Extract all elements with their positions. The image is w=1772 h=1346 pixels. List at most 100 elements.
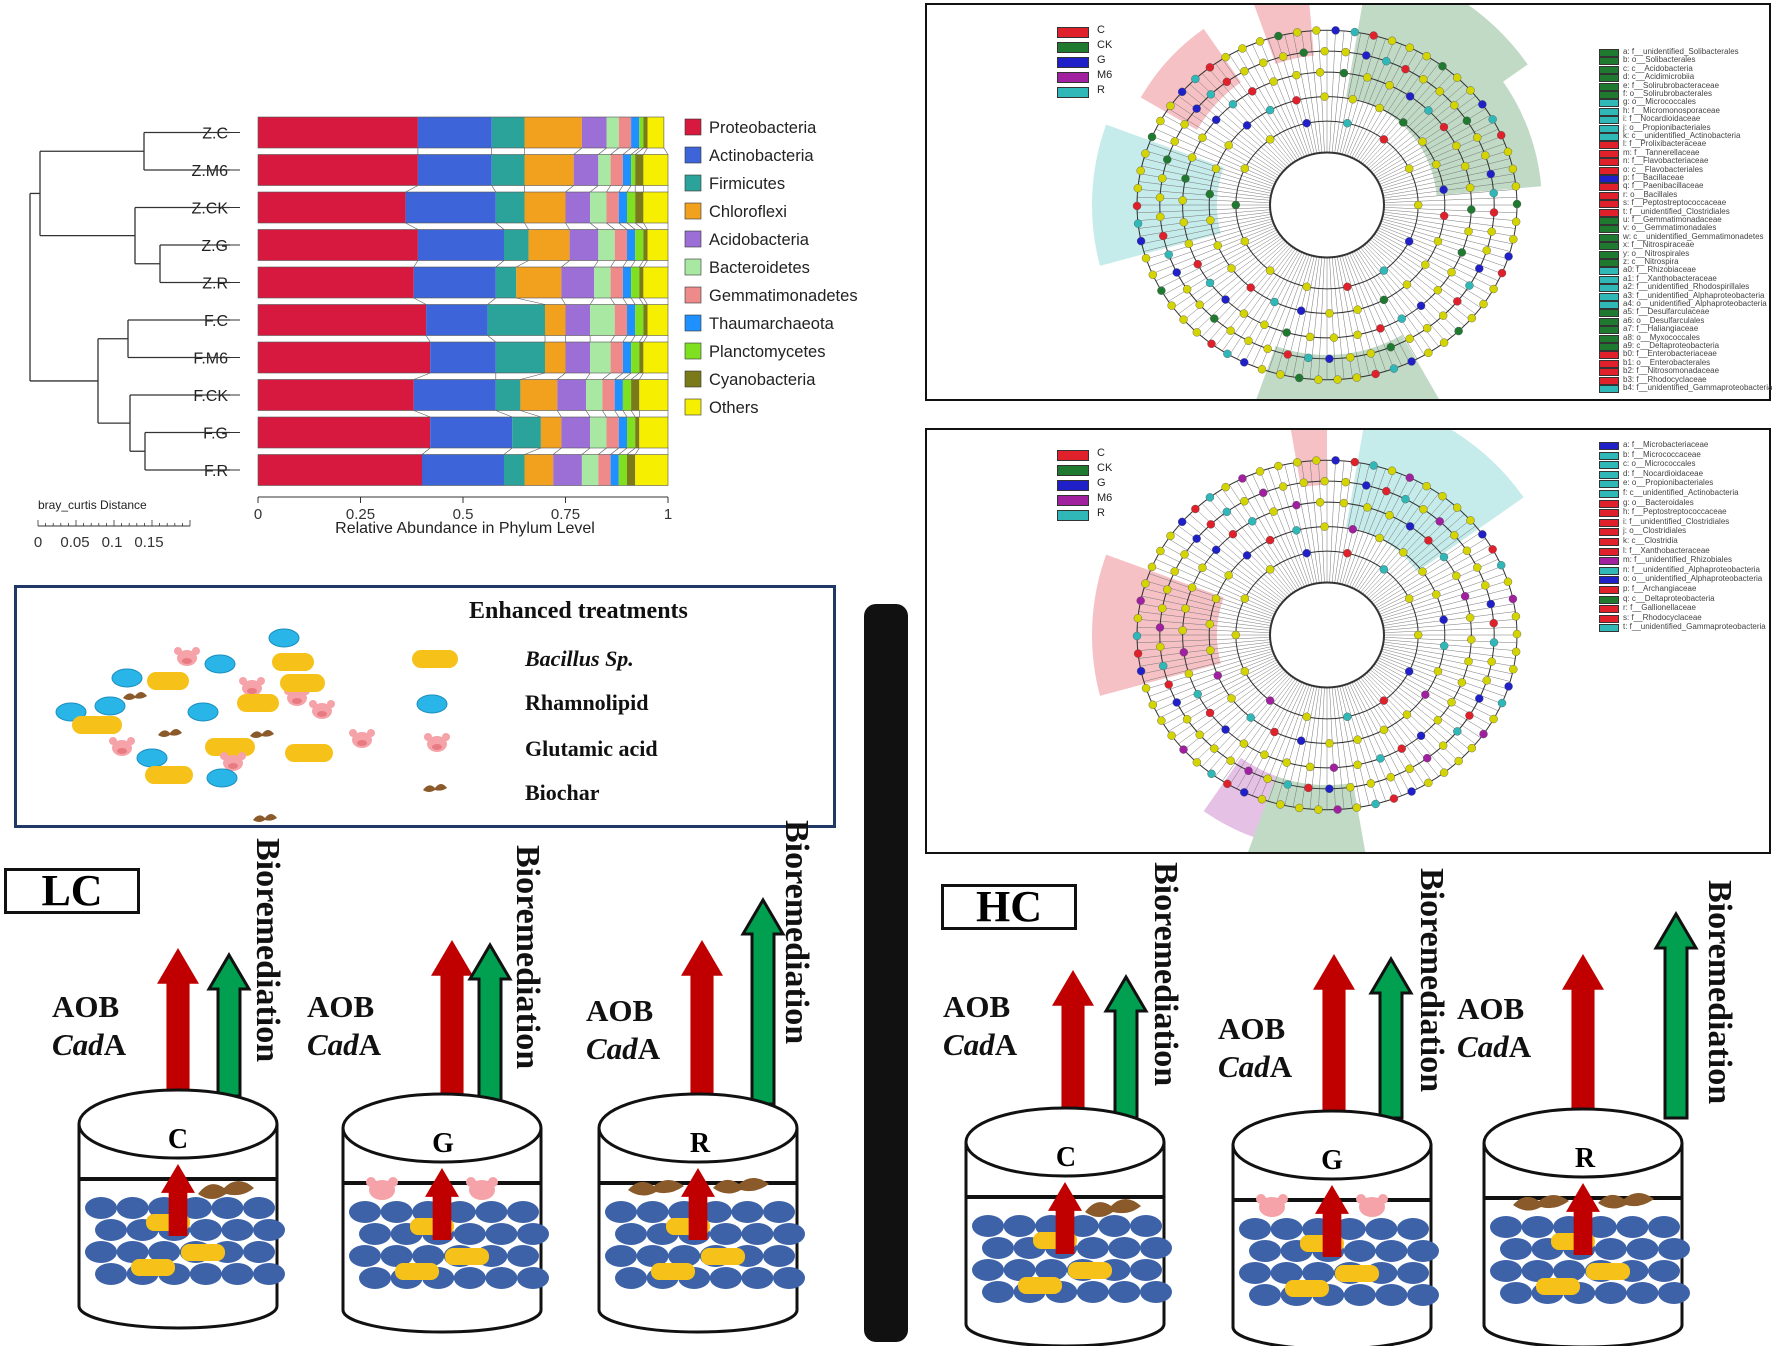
clade-branch bbox=[1137, 207, 1271, 214]
soil-particle bbox=[773, 1267, 805, 1289]
clade-branch bbox=[1183, 519, 1285, 601]
clade-node bbox=[1422, 323, 1432, 333]
clade-node bbox=[1179, 648, 1189, 657]
hc-r-aob-label: AOB CadA bbox=[1457, 991, 1532, 1064]
clade-branch bbox=[1260, 471, 1308, 586]
bar-connector bbox=[495, 260, 505, 268]
clade-node bbox=[1191, 74, 1200, 84]
clade-node bbox=[1325, 354, 1334, 364]
stacked-bar-chart: Z.C Z.M6 Z.CK Z.G Z.R F.C F.M6 F.CK F.G F.R 0 0.25 0… bbox=[29, 116, 858, 550]
taxon-swatch bbox=[1599, 74, 1619, 83]
biochar-icon bbox=[423, 784, 447, 792]
clade-branch bbox=[1380, 143, 1505, 187]
bacillus-icon bbox=[395, 1263, 439, 1280]
clade-node bbox=[1148, 270, 1158, 279]
clade-node bbox=[1407, 357, 1416, 366]
clade-node bbox=[1166, 531, 1175, 541]
rhamnolipid-icon bbox=[94, 696, 126, 716]
clade-node bbox=[1210, 744, 1219, 753]
rhamnolipid-icon bbox=[204, 654, 236, 674]
bacillus-icon bbox=[1586, 1263, 1630, 1280]
soil-particle bbox=[1066, 1215, 1099, 1237]
clade-node bbox=[1369, 461, 1378, 470]
taxon-label: i: f__unidentified_Clostridiales bbox=[1623, 516, 1730, 526]
taxon-label: e: f__Solirubrobacteraceae bbox=[1623, 80, 1720, 90]
clade-node bbox=[1187, 153, 1197, 162]
bar-connector bbox=[589, 222, 599, 230]
clade-branch bbox=[1341, 466, 1378, 585]
bar-segment bbox=[430, 417, 513, 448]
clade-node bbox=[1489, 714, 1498, 724]
soil-particle bbox=[1140, 1237, 1172, 1259]
taxon-swatch bbox=[1599, 99, 1619, 108]
clade-node bbox=[1479, 729, 1488, 739]
clade-branch bbox=[1383, 209, 1517, 221]
bar-connector bbox=[598, 147, 607, 155]
clade-node bbox=[1333, 805, 1342, 814]
soil-particle bbox=[1584, 1260, 1617, 1282]
clade-branch bbox=[1173, 665, 1282, 738]
clade-node bbox=[1439, 185, 1448, 194]
bar-connector bbox=[630, 260, 636, 268]
legend-swatch bbox=[684, 370, 702, 388]
clade-node bbox=[1397, 744, 1406, 753]
bar-connector bbox=[626, 447, 636, 455]
clade-node bbox=[1231, 200, 1240, 210]
clade-node bbox=[1240, 164, 1250, 173]
lc-g-bioremediation-label: Bioremediation bbox=[509, 845, 546, 1070]
taxon-label: t: f__unidentified_Gammaproteobacteria bbox=[1623, 622, 1766, 632]
clade-branch bbox=[1383, 611, 1516, 629]
group-swatch-r bbox=[1057, 87, 1089, 98]
clade-node bbox=[1467, 313, 1477, 323]
hc-g-bioremediation-label: Bioremediation bbox=[1413, 868, 1450, 1093]
clade-node bbox=[1478, 100, 1487, 109]
soil-particle bbox=[1108, 1237, 1141, 1259]
clade-highlight bbox=[1203, 757, 1276, 838]
clade-branch bbox=[1138, 211, 1271, 229]
bar-connector bbox=[663, 147, 669, 155]
clade-node bbox=[1276, 370, 1285, 379]
soil-particle bbox=[1658, 1238, 1690, 1260]
clade-node bbox=[1221, 725, 1230, 734]
clade-node bbox=[1156, 116, 1165, 126]
bar-connector bbox=[639, 335, 644, 343]
bar-segment bbox=[258, 192, 406, 223]
clade-node bbox=[1439, 338, 1449, 347]
clade-node bbox=[1331, 26, 1340, 35]
clade-node bbox=[1155, 193, 1165, 202]
bar-segment bbox=[647, 117, 664, 148]
legend-label: Firmicutes bbox=[709, 175, 785, 193]
clade-node bbox=[1402, 710, 1412, 719]
pig-face-icon bbox=[174, 647, 200, 666]
clade-node bbox=[1325, 739, 1334, 748]
taxon-label: k: c__unidentified_Actinobacteria bbox=[1623, 131, 1741, 140]
bar-segment bbox=[557, 379, 586, 411]
taxon-swatch bbox=[1599, 547, 1619, 556]
bar-segment bbox=[524, 117, 582, 148]
clade-node bbox=[1462, 546, 1472, 555]
soil-particle bbox=[1130, 1259, 1162, 1281]
soil-particle bbox=[1239, 1262, 1271, 1284]
clade-branch bbox=[1344, 38, 1386, 156]
bar-segment bbox=[643, 192, 668, 223]
soil-particle bbox=[1365, 1218, 1398, 1240]
taxon-label: a9: c__Deltaproteobacteria bbox=[1623, 341, 1720, 350]
clade-node bbox=[1282, 758, 1291, 767]
taxon-label: p: f__Bacillaceae bbox=[1623, 173, 1684, 182]
bar-segment bbox=[635, 454, 668, 486]
soil-particle bbox=[1280, 1240, 1313, 1262]
clade-node bbox=[1341, 47, 1350, 57]
pig-ear bbox=[388, 1177, 398, 1187]
clade-node bbox=[1157, 716, 1166, 725]
bar-segment bbox=[520, 379, 558, 411]
cladogram-top-taxa-list: a: f__unidentified_Solibacterales b: o__S… bbox=[1599, 47, 1772, 395]
aob-cada-arrow bbox=[431, 940, 473, 1104]
clade-node bbox=[1424, 106, 1433, 115]
taxon-swatch bbox=[1599, 82, 1619, 91]
soil-particle bbox=[773, 1223, 805, 1245]
clade-node bbox=[1172, 268, 1181, 277]
clade-branch bbox=[1377, 551, 1495, 611]
clade-node bbox=[1405, 764, 1414, 773]
clade-node bbox=[1282, 328, 1291, 337]
bar-segment bbox=[610, 154, 623, 186]
